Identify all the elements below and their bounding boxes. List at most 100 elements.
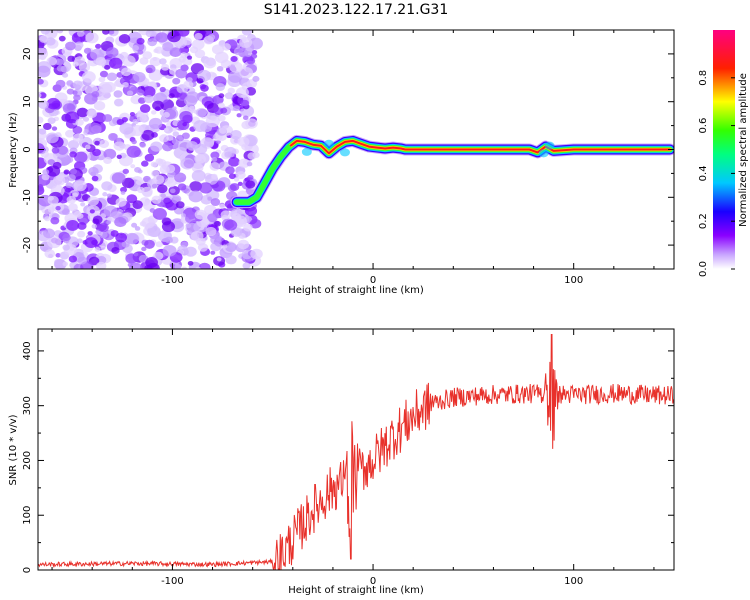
noise-blob bbox=[250, 53, 258, 59]
noise-blob bbox=[38, 184, 44, 192]
noise-blob bbox=[227, 70, 243, 83]
noise-blob bbox=[210, 198, 221, 206]
noise-blob bbox=[151, 195, 162, 205]
y-tick-label: -10 bbox=[22, 189, 33, 205]
noise-blob bbox=[169, 188, 176, 194]
noise-blob bbox=[153, 48, 159, 54]
noise-blob bbox=[98, 223, 109, 233]
noise-blob bbox=[100, 245, 106, 251]
noise-blob bbox=[50, 216, 60, 225]
noise-blob bbox=[60, 157, 68, 163]
noise-blob bbox=[230, 129, 242, 140]
noise-blob bbox=[126, 145, 141, 158]
noise-blob bbox=[108, 30, 115, 35]
noise-blob bbox=[103, 148, 117, 160]
noise-blob bbox=[177, 30, 190, 37]
noise-blob bbox=[243, 223, 253, 232]
noise-blob bbox=[77, 222, 87, 230]
noise-blob bbox=[174, 264, 182, 269]
noise-blob bbox=[250, 248, 263, 260]
noise-blob bbox=[141, 160, 149, 167]
noise-blob bbox=[248, 37, 263, 50]
noise-blob bbox=[189, 46, 199, 54]
noise-blob bbox=[209, 162, 221, 171]
noise-blob bbox=[224, 92, 234, 100]
noise-blob bbox=[246, 57, 256, 65]
noise-blob bbox=[150, 141, 163, 152]
noise-blob bbox=[130, 164, 136, 169]
noise-blob bbox=[216, 257, 222, 262]
noise-blob bbox=[218, 93, 225, 99]
noise-blob bbox=[38, 65, 51, 78]
noise-blob bbox=[137, 97, 146, 104]
noise-blob bbox=[115, 232, 128, 243]
noise-blob bbox=[210, 235, 222, 245]
noise-blob bbox=[103, 156, 112, 165]
noise-blob bbox=[72, 133, 84, 143]
noise-blob bbox=[164, 236, 173, 244]
noise-blob bbox=[120, 190, 126, 195]
noise-blob bbox=[92, 215, 103, 224]
noise-blob bbox=[220, 210, 232, 220]
noise-blob bbox=[76, 238, 83, 244]
noise-blob bbox=[217, 102, 225, 109]
noise-blob bbox=[149, 81, 157, 88]
noise-blob bbox=[40, 30, 50, 35]
noise-blob bbox=[252, 151, 260, 159]
noise-blob bbox=[194, 209, 207, 220]
noise-blob bbox=[76, 107, 89, 118]
noise-blob bbox=[205, 226, 217, 237]
noise-blob bbox=[151, 110, 157, 115]
noise-blob bbox=[129, 112, 136, 117]
noise-blob bbox=[237, 181, 243, 186]
noise-blob bbox=[242, 262, 251, 269]
noise-blob bbox=[87, 231, 93, 236]
noise-blob bbox=[180, 52, 188, 59]
top-y-axis-label: Frequency (Hz) bbox=[8, 112, 19, 188]
noise-blob bbox=[94, 246, 101, 252]
noise-blob bbox=[224, 219, 238, 231]
noise-blob bbox=[63, 169, 70, 175]
noise-blob bbox=[52, 161, 62, 170]
noise-blob bbox=[216, 65, 224, 72]
noise-blob bbox=[126, 194, 138, 204]
bottom-x-axis-label: Height of straight line (km) bbox=[288, 585, 424, 596]
noise-blob bbox=[149, 208, 156, 213]
noise-blob bbox=[43, 122, 52, 131]
noise-blob bbox=[83, 47, 92, 54]
noise-blob bbox=[175, 68, 188, 79]
noise-blob bbox=[82, 116, 90, 122]
noise-blob bbox=[106, 193, 112, 198]
ridge-layer-5 bbox=[235, 139, 671, 204]
ridge-blob bbox=[301, 147, 312, 156]
noise-blob bbox=[74, 41, 84, 49]
noise-blob bbox=[115, 197, 127, 207]
noise-blob bbox=[119, 122, 134, 135]
noise-blob bbox=[210, 151, 220, 160]
top-x-axis-label: Height of straight line (km) bbox=[288, 285, 424, 296]
noise-blob bbox=[229, 61, 243, 73]
noise-blob bbox=[72, 125, 83, 135]
noise-blob bbox=[155, 32, 169, 43]
noise-blob bbox=[121, 117, 128, 123]
noise-blob bbox=[132, 200, 143, 210]
noise-blob bbox=[66, 80, 74, 86]
noise-blob bbox=[225, 242, 237, 253]
noise-blob bbox=[161, 63, 170, 71]
noise-blob bbox=[51, 147, 60, 154]
noise-blob bbox=[106, 220, 112, 225]
noise-blob bbox=[171, 106, 177, 111]
noise-blob bbox=[236, 171, 246, 180]
noise-blob bbox=[155, 241, 163, 248]
noise-blob bbox=[163, 127, 169, 132]
noise-blob bbox=[122, 168, 129, 175]
noise-blob bbox=[91, 239, 98, 246]
noise-blob bbox=[230, 55, 238, 62]
noise-blob bbox=[73, 180, 87, 192]
bottom-axes: -100 0 100 0 100 200 300 400 bbox=[22, 329, 674, 587]
noise-blob bbox=[53, 175, 66, 186]
ridge-blob bbox=[323, 139, 334, 148]
noise-blob bbox=[136, 113, 147, 122]
